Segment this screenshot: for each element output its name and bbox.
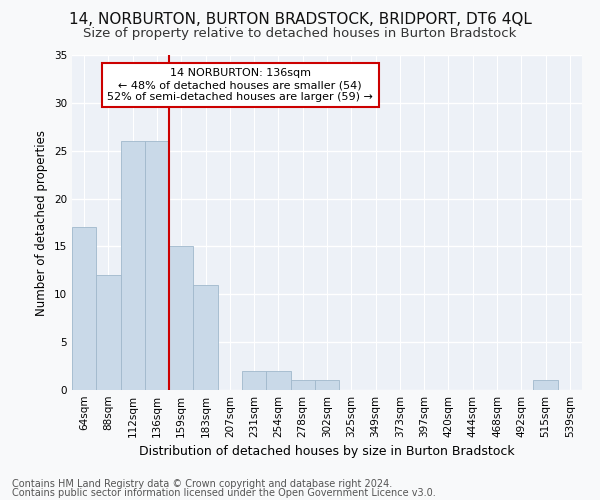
- Bar: [72, 228, 96, 390]
- Text: Contains HM Land Registry data © Crown copyright and database right 2024.: Contains HM Land Registry data © Crown c…: [12, 479, 392, 489]
- Bar: [242, 371, 266, 390]
- Text: Size of property relative to detached houses in Burton Bradstock: Size of property relative to detached ho…: [83, 28, 517, 40]
- Bar: [290, 380, 315, 390]
- Bar: [169, 246, 193, 390]
- Text: 14 NORBURTON: 136sqm
← 48% of detached houses are smaller (54)
52% of semi-detac: 14 NORBURTON: 136sqm ← 48% of detached h…: [107, 68, 373, 102]
- Text: Contains public sector information licensed under the Open Government Licence v3: Contains public sector information licen…: [12, 488, 436, 498]
- Bar: [121, 141, 145, 390]
- Bar: [315, 380, 339, 390]
- Bar: [266, 371, 290, 390]
- Text: 14, NORBURTON, BURTON BRADSTOCK, BRIDPORT, DT6 4QL: 14, NORBURTON, BURTON BRADSTOCK, BRIDPOR…: [68, 12, 532, 28]
- Y-axis label: Number of detached properties: Number of detached properties: [35, 130, 49, 316]
- Bar: [96, 275, 121, 390]
- Bar: [145, 141, 169, 390]
- X-axis label: Distribution of detached houses by size in Burton Bradstock: Distribution of detached houses by size …: [139, 446, 515, 458]
- Bar: [533, 380, 558, 390]
- Bar: [193, 284, 218, 390]
